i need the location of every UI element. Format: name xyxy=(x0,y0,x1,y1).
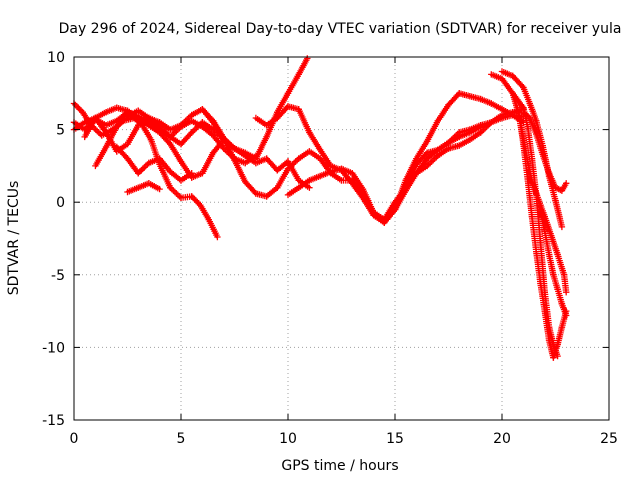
data-point-markers xyxy=(156,161,174,191)
y-tick-label: 10 xyxy=(47,50,65,66)
data-point-markers xyxy=(295,55,311,78)
series-track-15 xyxy=(515,111,570,296)
data-point-markers xyxy=(205,216,221,241)
data-point-markers xyxy=(434,101,452,125)
data-point-markers xyxy=(167,140,185,165)
label-layer: 0 5 10 15 20 25 -15 -10 -5 0 5 10 xyxy=(42,50,618,447)
data-point-markers xyxy=(413,138,431,162)
data-point-markers xyxy=(552,197,566,231)
x-tick-label: 10 xyxy=(279,431,297,447)
data-point-markers xyxy=(402,155,420,184)
data-point-markers xyxy=(274,90,292,116)
data-point-markers xyxy=(402,170,420,194)
x-tick-label: 5 xyxy=(177,431,186,447)
data-point-markers xyxy=(359,185,377,216)
data-layer xyxy=(70,55,570,361)
data-point-markers xyxy=(558,300,570,319)
y-tick-label: -15 xyxy=(42,413,65,429)
tick-layer xyxy=(73,56,610,421)
series-track-9 xyxy=(252,90,527,226)
data-point-markers xyxy=(560,271,570,296)
data-point-markers xyxy=(145,180,163,193)
series-track-17 xyxy=(537,206,570,319)
data-point-markers xyxy=(199,149,217,177)
data-point-markers xyxy=(92,114,110,136)
series-track-11 xyxy=(381,111,527,226)
data-point-markers xyxy=(349,170,367,193)
data-point-markers xyxy=(124,122,142,148)
data-point-markers xyxy=(177,170,195,184)
y-tick-label: 0 xyxy=(56,195,65,211)
data-point-markers xyxy=(102,123,120,151)
data-point-markers xyxy=(423,117,441,145)
data-point-markers xyxy=(524,175,536,220)
x-tick-label: 20 xyxy=(493,431,511,447)
data-point-markers xyxy=(545,251,557,278)
x-tick-label: 15 xyxy=(386,431,404,447)
data-point-markers xyxy=(498,75,516,97)
data-point-markers xyxy=(209,119,227,142)
y-axis-title: SDTVAR / TECUs xyxy=(6,181,22,296)
y-tick-label: -10 xyxy=(42,340,65,356)
data-point-markers xyxy=(391,187,409,213)
data-point-markers xyxy=(295,106,313,136)
grid-layer xyxy=(74,57,609,420)
x-tick-label: 0 xyxy=(70,431,79,447)
series-track-5 xyxy=(92,107,313,191)
plot-frame xyxy=(73,56,610,421)
x-tick-label: 25 xyxy=(600,431,618,447)
chart-title: Day 296 of 2024, Sidereal Day-to-day VTE… xyxy=(59,21,622,37)
data-point-markers xyxy=(316,146,334,170)
data-point-markers xyxy=(554,251,568,278)
data-point-markers xyxy=(526,100,540,125)
data-point-markers xyxy=(252,133,270,162)
series-track-7 xyxy=(124,180,163,196)
x-axis-title: GPS time / hours xyxy=(281,458,398,474)
series-track-6 xyxy=(113,143,195,184)
y-tick-label: -5 xyxy=(51,268,65,284)
data-point-markers xyxy=(92,143,110,170)
data-point-markers xyxy=(220,135,238,164)
data-point-markers xyxy=(539,151,553,177)
y-tick-label: 5 xyxy=(56,123,65,139)
data-point-markers xyxy=(533,130,546,158)
data-point-markers xyxy=(349,180,367,201)
data-point-markers xyxy=(284,71,302,97)
data-point-markers xyxy=(306,129,324,154)
data-point-markers xyxy=(541,307,553,344)
data-point-markers xyxy=(274,165,292,191)
series-track-1 xyxy=(70,100,221,241)
data-point-markers xyxy=(231,156,249,186)
data-point-markers xyxy=(558,180,570,194)
series-track-16 xyxy=(520,109,570,194)
data-point-markers xyxy=(413,155,431,177)
